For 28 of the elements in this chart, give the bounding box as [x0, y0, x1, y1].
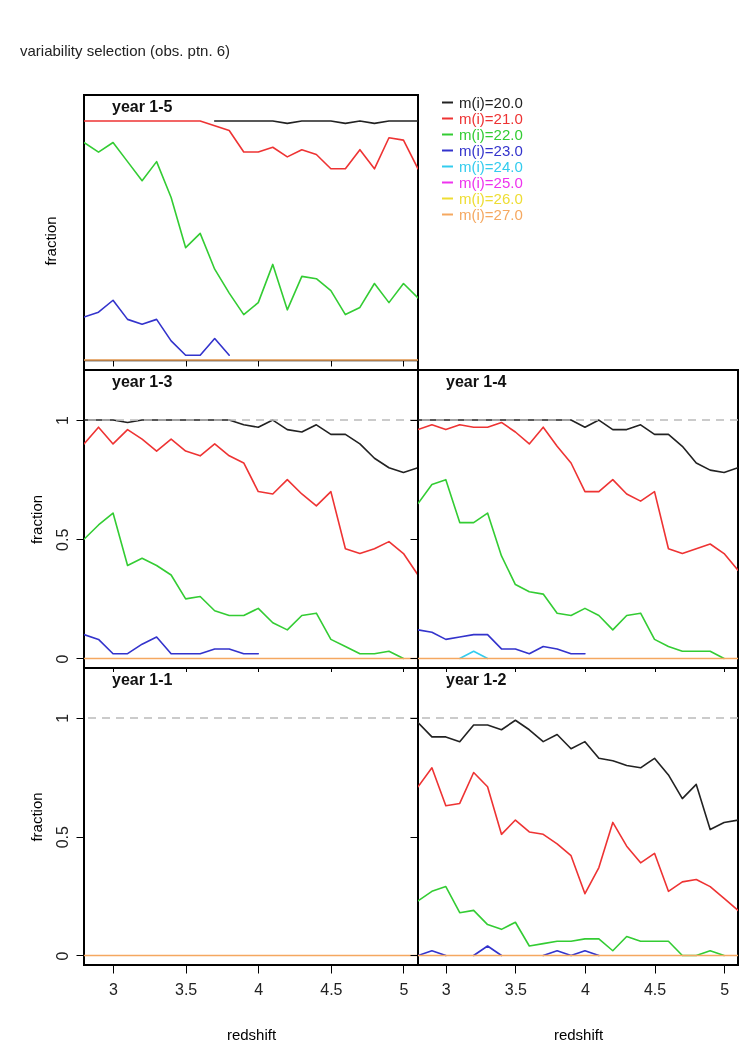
y-tick-label: 0.5 — [53, 528, 71, 551]
x-tick-label: 3 — [441, 980, 451, 998]
x-tick-label: 5 — [720, 980, 730, 998]
x-tick-label: 3 — [109, 980, 119, 998]
text: year 1-5 — [112, 98, 173, 115]
y-tick-label: 0.5 — [53, 825, 71, 849]
x-tick-label: 4.5 — [320, 980, 343, 998]
x-tick-label: 3.5 — [504, 980, 528, 998]
x-tick-label: 4.5 — [643, 980, 667, 998]
y-axis-title: fraction — [41, 216, 59, 266]
x-tick-label: 3.5 — [175, 980, 198, 998]
y-tick-label: 0 — [53, 951, 71, 961]
x-tick-label: 5 — [399, 980, 409, 998]
legend-label: m(i)=20.0 — [459, 93, 523, 111]
annotation: year 1-1 — [112, 671, 173, 688]
y-tick-label: 0 — [53, 654, 71, 664]
x-tick-label: 4 — [254, 980, 264, 998]
annotation: year 1-3 — [112, 373, 173, 390]
chart-title: variability selection (obs. ptn. 6) — [20, 42, 231, 59]
x-tick-label: 4 — [581, 980, 590, 998]
annotation: year 1-4 — [446, 373, 507, 390]
x-axis-title: redshift — [226, 1025, 277, 1043]
annotation: year 1-2 — [446, 671, 507, 688]
y-tick-label: 1 — [53, 713, 71, 723]
y-tick-label: 1 — [53, 416, 71, 426]
x-axis-title: redshift — [553, 1025, 604, 1043]
y-axis-title: fraction — [27, 494, 45, 545]
y-axis-title: fraction — [27, 792, 45, 842]
